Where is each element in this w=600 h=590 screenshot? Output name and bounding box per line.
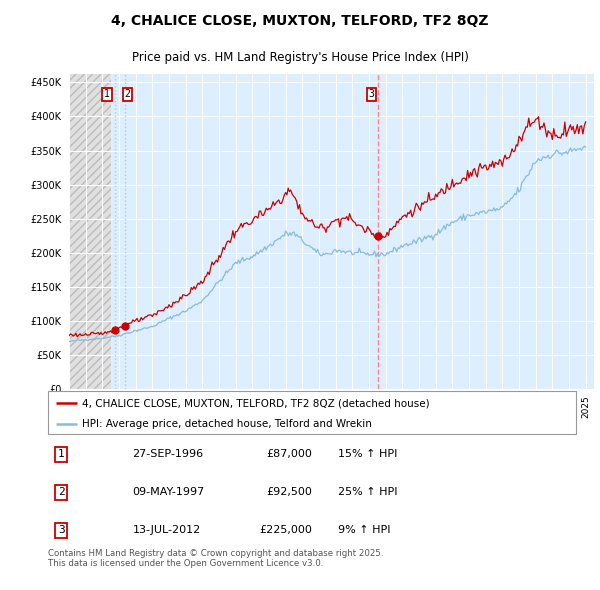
Text: Price paid vs. HM Land Registry's House Price Index (HPI): Price paid vs. HM Land Registry's House … xyxy=(131,51,469,64)
Text: 27-SEP-1996: 27-SEP-1996 xyxy=(133,450,203,460)
Text: 15% ↑ HPI: 15% ↑ HPI xyxy=(338,450,398,460)
Text: HPI: Average price, detached house, Telford and Wrekin: HPI: Average price, detached house, Telf… xyxy=(82,419,372,430)
Text: £87,000: £87,000 xyxy=(266,450,312,460)
Text: 4, CHALICE CLOSE, MUXTON, TELFORD, TF2 8QZ: 4, CHALICE CLOSE, MUXTON, TELFORD, TF2 8… xyxy=(111,14,489,28)
Text: 25% ↑ HPI: 25% ↑ HPI xyxy=(338,487,398,497)
FancyBboxPatch shape xyxy=(48,391,576,434)
Text: Contains HM Land Registry data © Crown copyright and database right 2025.
This d: Contains HM Land Registry data © Crown c… xyxy=(48,549,383,568)
Text: 2: 2 xyxy=(125,89,130,99)
Text: 1: 1 xyxy=(104,89,110,99)
Text: 09-MAY-1997: 09-MAY-1997 xyxy=(133,487,205,497)
Text: 13-JUL-2012: 13-JUL-2012 xyxy=(133,525,201,535)
Text: 1: 1 xyxy=(58,450,65,460)
Text: £92,500: £92,500 xyxy=(266,487,312,497)
Text: 9% ↑ HPI: 9% ↑ HPI xyxy=(338,525,391,535)
Text: 3: 3 xyxy=(368,89,374,99)
Text: 3: 3 xyxy=(58,525,65,535)
Bar xyxy=(69,74,110,389)
Text: £225,000: £225,000 xyxy=(259,525,312,535)
Text: 4, CHALICE CLOSE, MUXTON, TELFORD, TF2 8QZ (detached house): 4, CHALICE CLOSE, MUXTON, TELFORD, TF2 8… xyxy=(82,398,430,408)
Text: 2: 2 xyxy=(58,487,65,497)
